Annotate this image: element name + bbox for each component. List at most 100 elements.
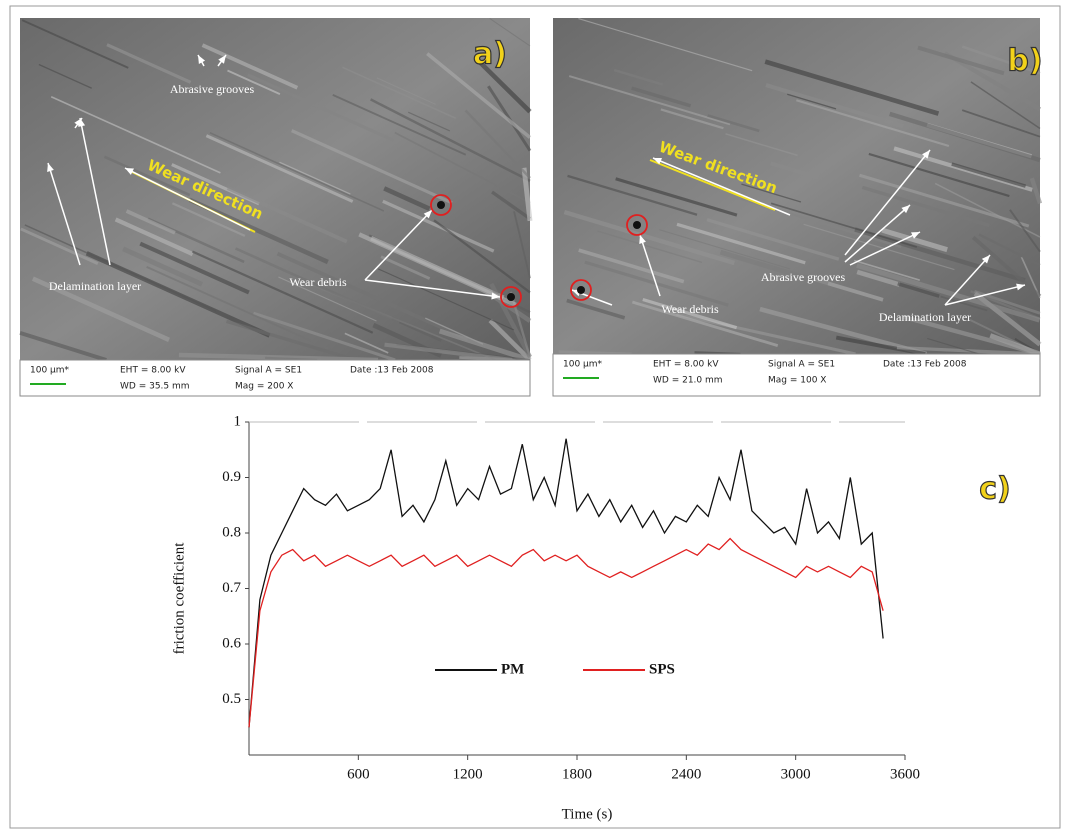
- texture: [706, 218, 840, 261]
- legend-label: PM: [501, 661, 524, 677]
- texture: [407, 111, 451, 132]
- texture: [382, 199, 495, 253]
- arrow-head: [922, 150, 930, 159]
- arrow-head: [198, 55, 206, 64]
- texture: [21, 19, 129, 69]
- texture: [279, 161, 351, 195]
- arrow: [849, 231, 921, 266]
- arrow: [364, 209, 433, 281]
- texture: [342, 66, 456, 119]
- arrow-head: [901, 205, 910, 214]
- texture: [376, 77, 436, 105]
- texture: [615, 177, 738, 217]
- texture: [927, 337, 979, 355]
- y-tick-label: 0.6: [222, 635, 241, 651]
- arrow: [364, 279, 501, 298]
- debris: [507, 293, 515, 301]
- texture: [917, 45, 1005, 76]
- arrow: [944, 284, 1026, 306]
- texture: [770, 202, 918, 248]
- texture: [188, 197, 329, 265]
- arrow-head: [1016, 283, 1025, 291]
- arrow-head: [47, 163, 54, 172]
- arrow-head: [78, 118, 86, 127]
- y-tick-label: 0.9: [222, 469, 241, 485]
- texture: [209, 131, 385, 212]
- texture: [631, 300, 779, 348]
- texture: [631, 86, 692, 108]
- texture: [139, 241, 250, 295]
- texture: [383, 186, 431, 211]
- texture: [597, 230, 703, 264]
- texture: [513, 211, 531, 279]
- annotation: Wear debris: [289, 275, 347, 289]
- texture: [856, 263, 1041, 323]
- texture: [660, 108, 724, 130]
- texture: [291, 129, 453, 205]
- texture: [854, 227, 1026, 283]
- texture: [426, 52, 532, 139]
- annotation: Wear debris: [661, 302, 719, 316]
- texture: [764, 59, 940, 116]
- arrow: [47, 162, 81, 266]
- texture: [769, 161, 819, 180]
- texture: [380, 255, 431, 280]
- texture: [394, 131, 531, 204]
- wear-direction-arrow: [649, 159, 776, 211]
- debris-ring: [626, 214, 648, 236]
- texture: [50, 95, 221, 174]
- texture: [568, 75, 731, 126]
- texture: [861, 185, 990, 228]
- texture: [489, 18, 531, 47]
- texture: [613, 68, 664, 86]
- texture: [676, 312, 856, 356]
- frame: [9, 5, 1061, 829]
- info-text: EHT = 8.00 kV: [120, 366, 186, 376]
- annotation: Delamination layer: [879, 310, 971, 324]
- x-tick-label: 3000: [781, 766, 811, 782]
- texture: [226, 186, 348, 244]
- info-text: Mag = 100 X: [768, 376, 826, 386]
- texture: [225, 319, 357, 362]
- texture: [943, 51, 1042, 112]
- annotation: Abrasive grooves: [761, 270, 846, 284]
- info-text: WD = 35.5 mm: [120, 382, 190, 392]
- texture: [370, 98, 531, 183]
- texture: [567, 174, 698, 216]
- texture: [464, 109, 531, 179]
- panel-label: a): [473, 37, 507, 72]
- texture: [578, 248, 685, 284]
- info-text: Mag = 200 X: [235, 382, 293, 392]
- texture: [358, 232, 517, 307]
- info-text: Date :13 Feb 2008: [883, 360, 967, 370]
- texture: [278, 276, 377, 322]
- scale-bar-label: 100 µm*: [563, 360, 603, 370]
- x-tick-label: 1200: [453, 766, 483, 782]
- annotation: Delamination layer: [49, 279, 141, 293]
- texture: [171, 202, 246, 237]
- texture: [234, 247, 400, 324]
- texture: [474, 56, 532, 114]
- y-axis-label: friction coefficient: [171, 542, 187, 655]
- arrow: [844, 204, 911, 263]
- texture: [227, 69, 281, 95]
- info-bar: [19, 359, 531, 397]
- texture: [563, 209, 735, 266]
- arrow-head: [218, 55, 226, 64]
- arrow: [124, 167, 251, 231]
- debris: [633, 221, 641, 229]
- series-line: [248, 438, 884, 728]
- texture: [103, 155, 191, 197]
- debris: [577, 286, 585, 294]
- arrow-head: [423, 210, 432, 219]
- debris-ring: [430, 194, 452, 216]
- x-axis-label: Time (s): [562, 806, 613, 822]
- arrow-head: [981, 255, 990, 264]
- annotation: Abrasive grooves: [170, 82, 255, 96]
- texture: [676, 222, 806, 265]
- info-bar: [552, 353, 1041, 397]
- texture: [961, 45, 1041, 75]
- debris: [437, 201, 445, 209]
- info-text: WD = 21.0 mm: [653, 376, 723, 386]
